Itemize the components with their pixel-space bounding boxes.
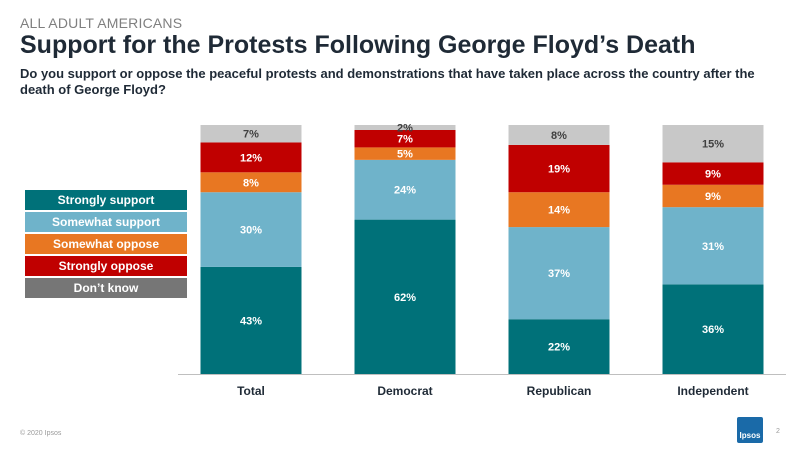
- data-label-total-somewhat-support: 30%: [240, 225, 262, 237]
- bar-total-strongly-oppose: [200, 142, 302, 173]
- data-label-republican-strongly-oppose: 19%: [548, 164, 570, 176]
- bar-total-strongly-support: [200, 266, 302, 374]
- x-tick-label-republican: Republican: [527, 384, 592, 398]
- legend-item-dont-know: Don’t know: [25, 278, 187, 298]
- bar-democrat-don-t-know: [354, 125, 456, 130]
- bar-democrat-strongly-support: [354, 219, 456, 374]
- bar-total-somewhat-support: [200, 192, 302, 267]
- bar-republican-somewhat-support: [508, 227, 610, 320]
- data-label-democrat-strongly-oppose: 7%: [397, 134, 413, 146]
- x-tick-label-independent: Independent: [677, 384, 748, 398]
- page-number: 2: [776, 428, 780, 435]
- x-tick-label-democrat: Democrat: [377, 384, 432, 398]
- bar-democrat-somewhat-oppose: [354, 147, 456, 160]
- bar-total-somewhat-oppose: [200, 172, 302, 193]
- data-label-independent-somewhat-oppose: 9%: [705, 191, 721, 203]
- legend-item-strongly-oppose: Strongly oppose: [25, 256, 187, 276]
- data-label-democrat-somewhat-oppose: 5%: [397, 149, 413, 161]
- data-label-republican-don-t-know: 8%: [551, 130, 567, 142]
- legend-item-somewhat-oppose: Somewhat oppose: [25, 234, 187, 254]
- bar-democrat-strongly-oppose: [354, 129, 456, 148]
- data-label-republican-somewhat-support: 37%: [548, 268, 570, 280]
- ipsos-logo: Ipsos: [737, 417, 763, 443]
- bar-independent-somewhat-support: [662, 207, 764, 285]
- data-label-democrat-don-t-know: 2%: [397, 122, 413, 134]
- data-label-republican-strongly-support: 22%: [548, 342, 570, 354]
- data-label-independent-strongly-support: 36%: [702, 324, 724, 336]
- data-label-independent-don-t-know: 15%: [702, 139, 724, 151]
- bar-independent-strongly-oppose: [662, 162, 764, 185]
- page-title: Support for the Protests Following Georg…: [20, 31, 696, 59]
- bar-independent-strongly-support: [662, 284, 764, 374]
- bar-independent-somewhat-oppose: [662, 184, 764, 208]
- data-label-total-don-t-know: 7%: [243, 129, 259, 141]
- bar-republican-don-t-know: [508, 125, 610, 145]
- bar-republican-strongly-support: [508, 319, 610, 374]
- question-text: Do you support or oppose the peaceful pr…: [20, 66, 755, 97]
- data-label-democrat-somewhat-support: 24%: [394, 185, 416, 197]
- data-label-democrat-strongly-support: 62%: [394, 292, 416, 304]
- x-tick-label-total: Total: [237, 384, 265, 398]
- bar-democrat-somewhat-support: [354, 159, 456, 220]
- data-label-republican-somewhat-oppose: 14%: [548, 205, 570, 217]
- data-label-total-strongly-oppose: 12%: [240, 152, 262, 164]
- data-label-total-somewhat-oppose: 8%: [243, 177, 259, 189]
- bar-republican-strongly-oppose: [508, 144, 610, 193]
- eyebrow-label: ALL ADULT AMERICANS: [20, 15, 183, 31]
- bar-total-don-t-know: [200, 125, 302, 143]
- data-label-independent-strongly-oppose: 9%: [705, 169, 721, 181]
- legend-item-strongly-support: Strongly support: [25, 190, 187, 210]
- data-label-total-strongly-support: 43%: [240, 315, 262, 327]
- legend-item-somewhat-support: Somewhat support: [25, 212, 187, 232]
- chart-legend: Strongly support Somewhat support Somewh…: [25, 190, 187, 300]
- data-label-independent-somewhat-support: 31%: [702, 241, 724, 253]
- copyright-text: © 2020 Ipsos: [20, 430, 62, 437]
- bar-republican-somewhat-oppose: [508, 192, 610, 228]
- bar-independent-don-t-know: [662, 125, 764, 163]
